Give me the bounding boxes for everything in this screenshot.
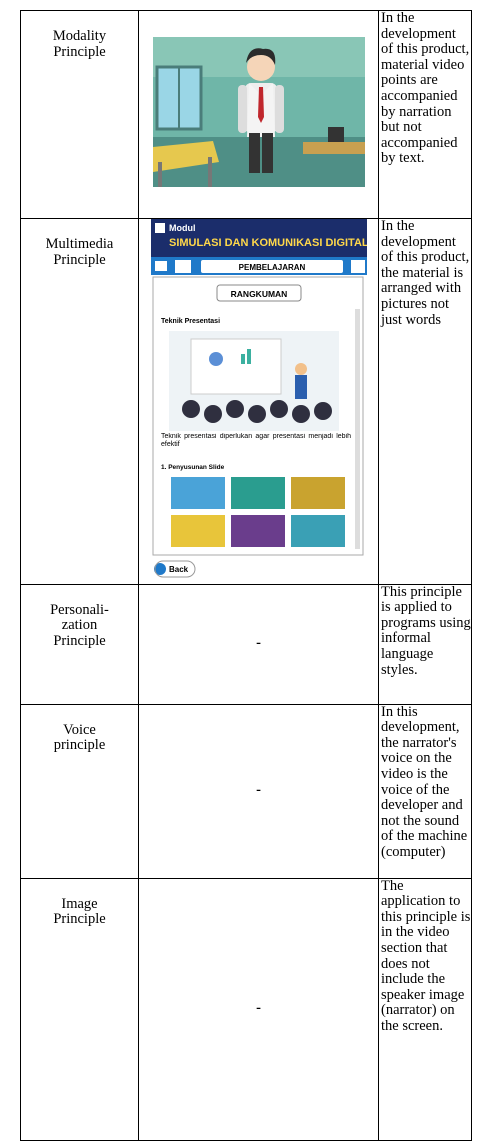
description: In this development, the narrator's voic… (378, 703, 472, 879)
principle: Personali-zation Principle (20, 583, 139, 705)
back-button: Back (169, 565, 189, 574)
tab-label: PEMBELAJARAN (238, 263, 305, 272)
description: This principle is applied to programs us… (378, 583, 472, 705)
description: The application to this principle is in … (378, 877, 472, 1141)
principle: Multimedia Principle (20, 218, 139, 585)
module-label: Modul (169, 223, 196, 233)
row: Multimedia Principle Modul SIMULASI DAN … (20, 218, 472, 585)
image-cell (138, 10, 379, 219)
caption: Teknik presentasi diperlukan agar presen… (160, 433, 351, 448)
principle: Voice principle (20, 703, 139, 879)
row: Image Principle - The application to thi… (20, 877, 472, 1141)
heading: RANGKUMAN (230, 289, 287, 299)
row: Personali-zation Principle - This princi… (20, 583, 472, 705)
image-cell: Modul SIMULASI DAN KOMUNIKASI DIGITAL PE… (138, 218, 379, 585)
principle: Image Principle (20, 877, 139, 1141)
app-title: SIMULASI DAN KOMUNIKASI DIGITAL (169, 237, 367, 249)
row: Voice principle - In this development, t… (20, 703, 472, 879)
row: Modality Principle In the development of… (20, 10, 472, 219)
topic: Teknik Presentasi (161, 318, 220, 325)
description: In the development of this product, the … (378, 218, 472, 585)
dash: - (138, 583, 379, 705)
principle: Modality Principle (20, 10, 139, 219)
principles-table: Modality Principle In the development of… (20, 10, 472, 1141)
app-screenshot: Modul SIMULASI DAN KOMUNIKASI DIGITAL PE… (150, 219, 368, 579)
cartoon-image (152, 37, 365, 188)
description: In the development of this product, mate… (378, 10, 472, 219)
dash: - (138, 703, 379, 879)
dash: - (138, 877, 379, 1141)
section: 1. Penyusunan Slide (161, 464, 225, 471)
